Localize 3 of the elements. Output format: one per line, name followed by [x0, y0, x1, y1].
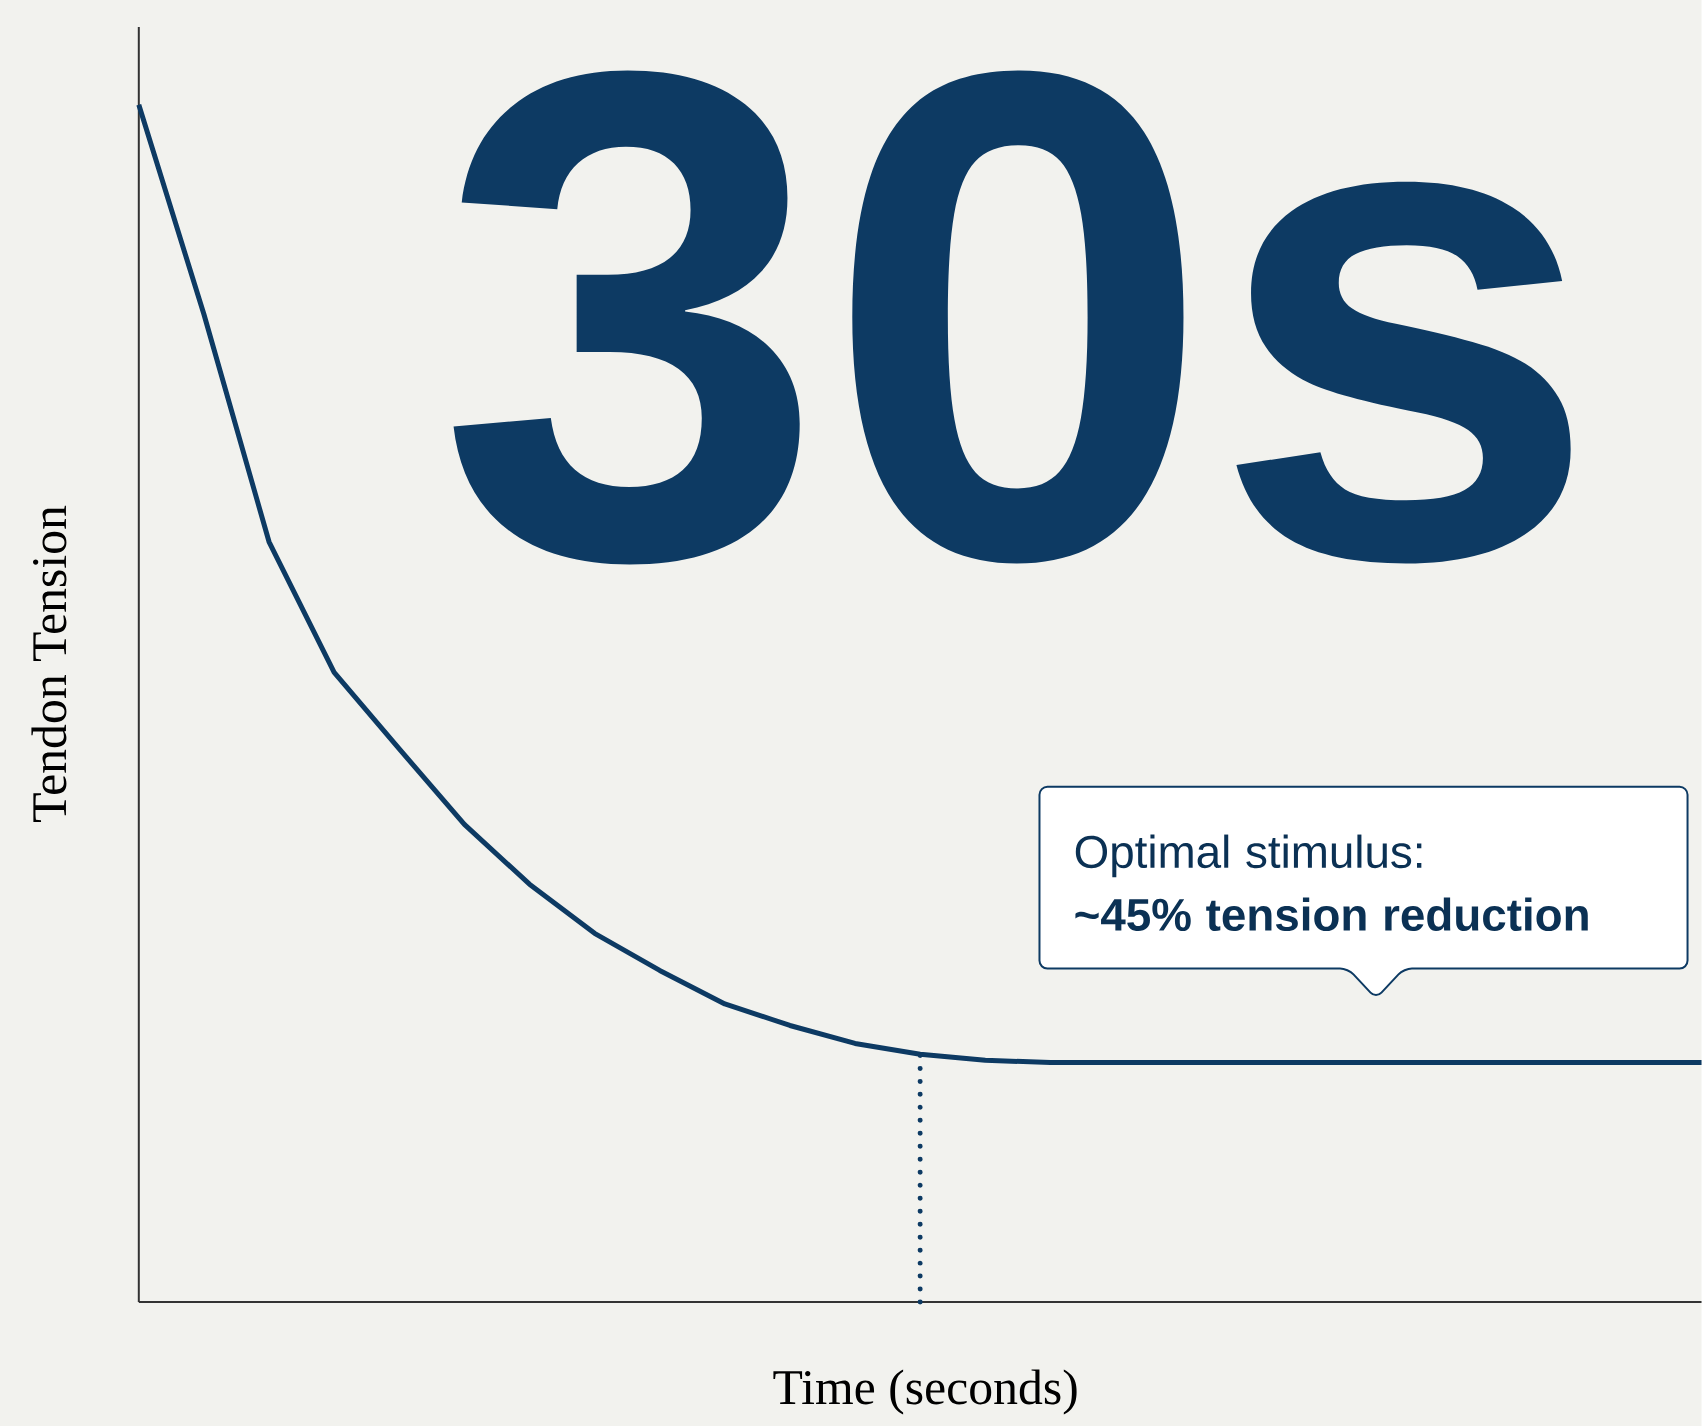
y-axis-title: Tendon Tension — [31, 505, 67, 822]
annotation: 30s — [453, 70, 1571, 565]
x-axis-title: Time (seconds) — [773, 1369, 1077, 1415]
